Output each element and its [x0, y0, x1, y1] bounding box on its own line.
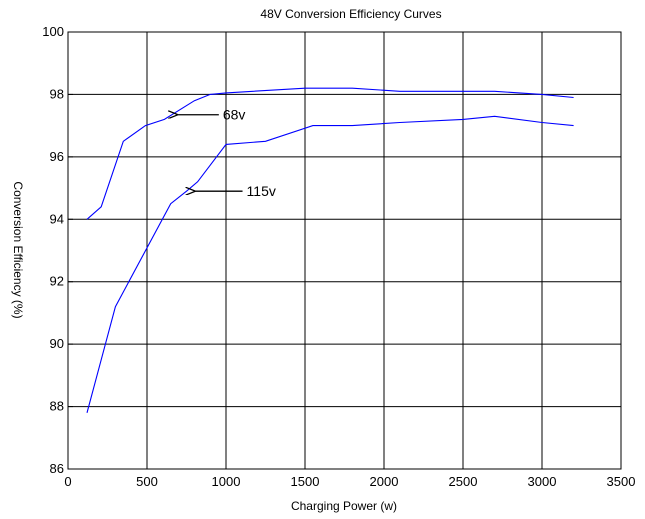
x-axis-label: Charging Power (w) [291, 499, 397, 513]
y-tick-label-0: 86 [50, 461, 64, 476]
series-line-0 [86, 87, 574, 220]
x-tick-label-0: 0 [64, 474, 71, 489]
annotation-label-0: 68v [223, 107, 246, 123]
tick-layer: 0 500 1000 1500 2000 2500 3000 3500 86 88 90 92 94 96… [42, 24, 635, 489]
x-tick-label-5: 2500 [449, 474, 478, 489]
y-tick-label-2: 90 [50, 336, 64, 351]
y-tick-label-6: 98 [50, 86, 64, 101]
y-tick-label-3: 92 [50, 274, 64, 289]
x-tick-label-7: 3500 [607, 474, 636, 489]
x-tick-label-3: 1500 [291, 474, 320, 489]
y-tick-label-4: 94 [50, 211, 64, 226]
x-tick-label-2: 1000 [212, 474, 241, 489]
annotation-label-1: 115v [247, 183, 276, 199]
y-tick-label-1: 88 [50, 399, 64, 414]
x-tick-label-4: 2000 [370, 474, 399, 489]
y-tick-label-5: 96 [50, 149, 64, 164]
annotation-layer: 68v 115v [177, 107, 276, 199]
y-axis-label: Conversion Efficiency (%) [11, 181, 25, 318]
series-layer [86, 87, 574, 413]
chart-title: 48V Conversion Efficiency Curves [260, 7, 441, 21]
x-tick-label-1: 500 [136, 474, 158, 489]
grid-layer [67, 31, 622, 470]
series-line-1 [86, 115, 574, 413]
plot-frame [67, 31, 622, 470]
y-tick-label-7: 100 [42, 24, 64, 39]
x-tick-label-6: 3000 [528, 474, 557, 489]
